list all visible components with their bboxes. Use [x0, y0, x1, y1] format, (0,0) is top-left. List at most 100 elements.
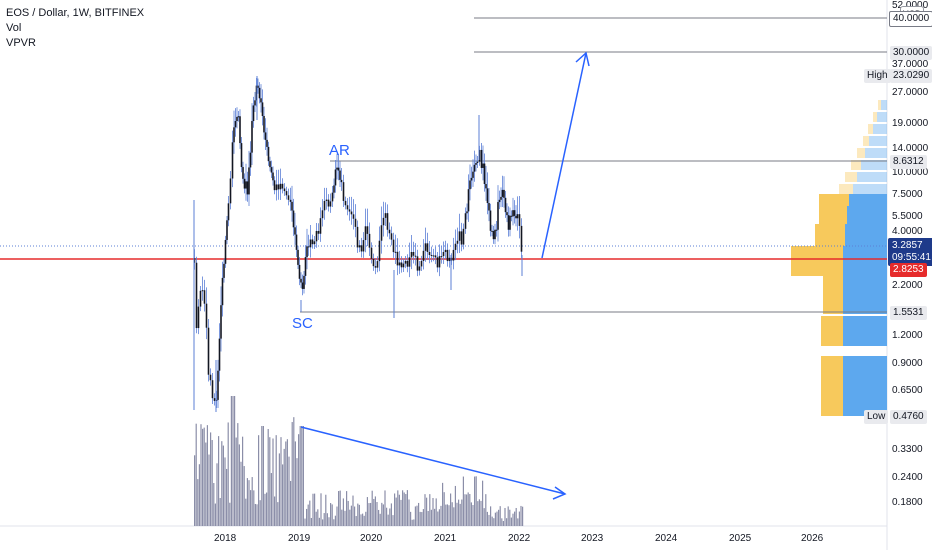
- candle-body: [209, 374, 212, 381]
- candle-body: [252, 105, 255, 122]
- time-axis-tick: 2018: [214, 533, 237, 544]
- candle-body: [422, 250, 425, 261]
- candle-body: [460, 231, 463, 245]
- volume-bar: [362, 513, 364, 526]
- volume-bar: [440, 505, 442, 526]
- candle-body: [396, 251, 399, 266]
- volume-bar: [235, 437, 237, 526]
- vpvr-indicator-label[interactable]: VPVR: [6, 37, 36, 49]
- volume-bar: [374, 496, 376, 526]
- candle-body: [424, 243, 427, 251]
- price-axis-tick: 52.0000: [892, 0, 929, 11]
- candle-body: [329, 201, 332, 207]
- volume-bar: [354, 506, 356, 526]
- volume-bar: [429, 494, 431, 526]
- candle-body: [217, 370, 219, 400]
- volume-bar: [453, 507, 455, 526]
- volume-bar: [378, 509, 380, 526]
- candle-body: [394, 251, 397, 253]
- volume-bar: [434, 508, 436, 526]
- volume-bar: [350, 505, 352, 526]
- candle-body: [503, 189, 505, 198]
- candle-body: [233, 127, 235, 143]
- volume-bar: [443, 492, 445, 526]
- candle-body: [272, 172, 274, 181]
- volume-bar: [280, 437, 282, 526]
- volume-bar: [291, 422, 293, 526]
- vp-sell-bar: [819, 194, 849, 206]
- volume-indicator-label[interactable]: Vol: [6, 22, 22, 34]
- candle-body: [207, 327, 210, 375]
- candle-body: [497, 202, 499, 230]
- candle-body: [458, 231, 461, 241]
- volume-bar: [342, 498, 344, 526]
- candle-body: [392, 239, 395, 253]
- candle-body: [327, 199, 330, 207]
- volume-bar: [202, 428, 204, 526]
- volume-bar: [397, 490, 399, 526]
- candle-body: [304, 257, 307, 276]
- volume-bar: [390, 503, 392, 526]
- volume-bar: [226, 468, 228, 526]
- volume-bar: [323, 513, 325, 526]
- volume-bars: [194, 396, 524, 526]
- candle-body: [442, 252, 445, 257]
- candle-body: [300, 278, 302, 283]
- volume-bar: [307, 504, 309, 526]
- low-value-tag: 0.4760: [890, 410, 927, 424]
- volume-bar: [490, 506, 492, 526]
- candle-body: [400, 262, 403, 268]
- volume-bar: [413, 519, 415, 526]
- volume-bar: [438, 509, 440, 526]
- candle-body: [362, 240, 365, 252]
- vp-sell-bar: [839, 184, 853, 194]
- candle-body: [205, 303, 208, 328]
- volume-bar: [254, 503, 256, 526]
- volume-bar: [366, 497, 368, 526]
- volume-bar: [205, 442, 207, 526]
- candle-body: [346, 205, 349, 210]
- volume-bar: [467, 492, 469, 526]
- volume-bar: [459, 503, 461, 526]
- volume-bar: [461, 499, 463, 526]
- candle-body: [260, 98, 262, 103]
- volume-bar: [357, 503, 359, 526]
- volume-bar: [224, 457, 226, 526]
- candle-body: [414, 255, 417, 257]
- candle-body: [273, 180, 276, 191]
- candle-body: [301, 282, 304, 289]
- candle-body: [498, 199, 501, 203]
- symbol-title[interactable]: EOS / Dollar, 1W, BITFINEX: [6, 7, 145, 19]
- candle-body: [269, 161, 271, 168]
- high-value-tag: 23.0290: [890, 69, 932, 83]
- volume-bar: [283, 448, 285, 526]
- ar-level-tag: 8.6312: [890, 155, 927, 169]
- price-axis-tick: 37.0000: [892, 59, 929, 70]
- candle-body: [295, 234, 298, 250]
- candle-body: [352, 214, 355, 219]
- candle-body: [384, 213, 387, 218]
- candle-body: [333, 185, 335, 193]
- candle-body: [494, 229, 496, 240]
- candle-body: [495, 229, 498, 231]
- volume-bar: [278, 453, 280, 526]
- vp-buy-bar: [843, 356, 887, 386]
- candle-body: [364, 226, 367, 241]
- volume-bar: [194, 455, 196, 526]
- volume-bar: [493, 518, 495, 526]
- volume-bar: [485, 494, 487, 526]
- vp-buy-bar: [845, 224, 887, 246]
- vp-buy-bar: [877, 112, 887, 122]
- candle-body: [406, 260, 409, 267]
- price-axis-tick: 2.2000: [892, 280, 923, 291]
- volume-bar: [406, 490, 408, 526]
- candle-body: [358, 245, 361, 248]
- candle-body: [354, 218, 357, 227]
- sc-level-tag: 1.5531: [890, 306, 927, 320]
- candle-body: [428, 251, 431, 255]
- volume-bar: [504, 507, 506, 526]
- volume-bar: [472, 504, 474, 526]
- volume-bar: [470, 502, 472, 526]
- candle-body: [488, 203, 490, 211]
